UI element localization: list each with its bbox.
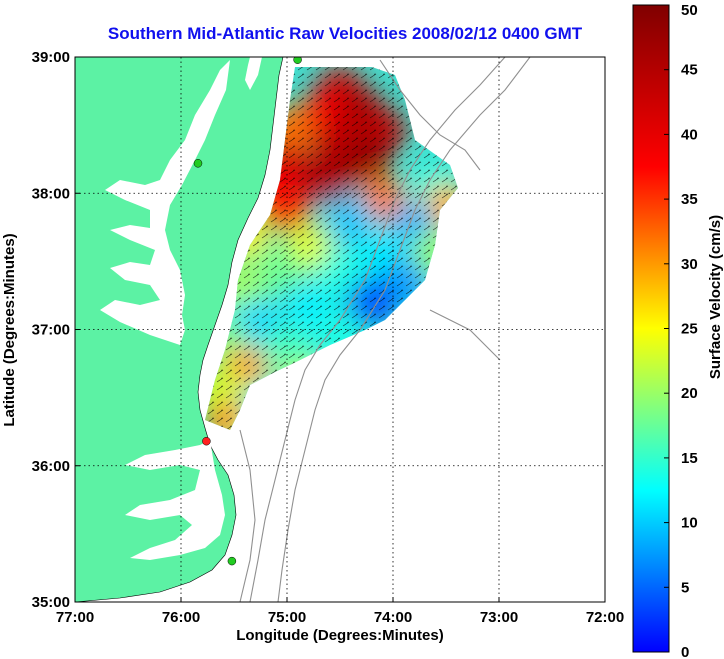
y-tick-label: 39:00 — [32, 49, 70, 66]
x-tick-label: 77:00 — [56, 609, 94, 626]
colorbar-tick-label: 5 — [681, 579, 689, 596]
colorbar-tick-label: 0 — [681, 644, 689, 659]
pamlico-albemarle-sound — [125, 440, 225, 560]
colorbar-tick-label: 10 — [681, 515, 698, 532]
plot-area: 77:00 76:00 75:00 74:00 73:00 72:00 35:00 36:0… — [32, 49, 625, 626]
x-tick-label: 73:00 — [480, 609, 518, 626]
y-tick-label: 35:00 — [32, 594, 70, 611]
x-tick-label: 75:00 — [268, 609, 306, 626]
colorbar-tick-label: 20 — [681, 385, 698, 402]
colorbar-tick-label: 45 — [681, 62, 698, 79]
station-marker — [193, 159, 203, 168]
colorbar-tick-label: 40 — [681, 126, 698, 143]
colorbar-tick-label: 15 — [681, 450, 698, 467]
bathymetry-contours — [239, 57, 531, 602]
colorbar-gradient — [632, 4, 670, 653]
bathymetry-contour-inner — [249, 57, 506, 602]
x-axis-label: Longitude (Degrees:Minutes) — [236, 627, 444, 644]
x-tick-label: 76:00 — [162, 609, 200, 626]
y-tick-label: 37:00 — [32, 322, 70, 339]
chesapeake-bay — [100, 60, 230, 345]
y-axis-label: Latitude (Degrees:Minutes) — [1, 233, 18, 426]
grid-lines — [75, 57, 605, 602]
station-marker — [227, 556, 237, 566]
colorbar-tick-label: 50 — [681, 2, 698, 19]
colorbar-tick-label: 35 — [681, 191, 698, 208]
y-tick-label: 38:00 — [32, 185, 70, 202]
station-marker — [293, 57, 302, 64]
bathymetry-contour-outer — [277, 57, 531, 602]
colorbar: 0 5 10 15 20 25 30 35 40 45 50 Surface Velocity (c… — [632, 2, 724, 659]
velocity-arrows — [205, 67, 458, 430]
chart-title: Southern Mid-Atlantic Raw Velocities 200… — [108, 24, 583, 43]
colorbar-tick-label: 30 — [681, 256, 698, 273]
station-marker — [202, 436, 211, 446]
y-tick-label: 36:00 — [32, 458, 70, 475]
x-axis-ticks: 77:00 76:00 75:00 74:00 73:00 72:00 — [56, 597, 624, 626]
x-tick-label: 74:00 — [374, 609, 412, 626]
colorbar-tick-label: 25 — [681, 321, 698, 338]
colorbar-label: Surface Velocity (cm/s) — [707, 215, 724, 379]
radar-stations — [193, 57, 302, 566]
colorbar-ticks: 0 5 10 15 20 25 30 35 40 45 50 — [664, 2, 698, 659]
y-axis-ticks: 35:00 36:00 37:00 38:00 39:00 — [32, 49, 80, 611]
x-tick-label: 72:00 — [586, 609, 624, 626]
bathymetry-contour-shelf — [239, 59, 501, 602]
delaware-bay — [245, 57, 262, 90]
